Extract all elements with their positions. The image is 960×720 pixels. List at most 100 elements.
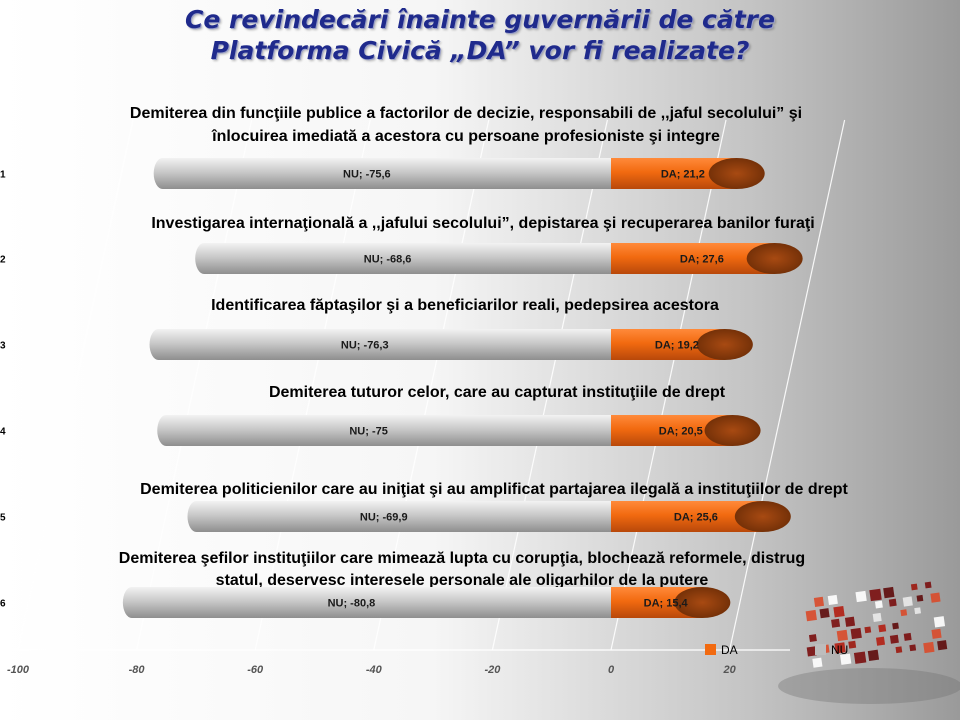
logo-tile bbox=[874, 600, 883, 609]
legend-swatch-da bbox=[705, 644, 716, 655]
bar-nu bbox=[187, 501, 612, 532]
bar-nu bbox=[122, 587, 611, 618]
logo-tile bbox=[827, 594, 838, 606]
category-label: 4 bbox=[0, 427, 6, 438]
question-text: Identificarea făptaşilor şi a beneficiar… bbox=[211, 297, 719, 314]
legend-label-da: DA bbox=[721, 643, 738, 657]
logo-tile bbox=[819, 608, 830, 619]
bar-cap bbox=[746, 243, 803, 274]
question-text: Demiterea şefilor instituţiilor care mim… bbox=[119, 550, 805, 567]
question-text: Investigarea internaţională a ,,jafului … bbox=[151, 215, 814, 232]
bar-da bbox=[611, 243, 775, 274]
logo-tile bbox=[900, 609, 908, 617]
question-text: statul, deservesc interesele personale a… bbox=[216, 572, 709, 589]
logo-tile bbox=[931, 628, 942, 639]
logo-tile bbox=[923, 641, 935, 654]
bar-group-5: Demiterea politicienilor care au iniţiat… bbox=[0, 481, 849, 532]
logo-tile bbox=[864, 626, 872, 634]
gridline bbox=[136, 119, 253, 651]
logo-tile bbox=[910, 583, 918, 591]
gridline bbox=[491, 119, 608, 651]
category-label: 1 bbox=[0, 170, 6, 181]
question-text: înlocuirea imediată a acestora cu persoa… bbox=[211, 128, 720, 145]
logo-tile bbox=[883, 586, 895, 599]
logo-tile bbox=[889, 634, 899, 644]
logo-tile bbox=[831, 618, 841, 628]
category-label: 6 bbox=[0, 599, 6, 610]
logo-tile bbox=[853, 651, 867, 664]
tick-label: -40 bbox=[366, 664, 383, 676]
logo-tile bbox=[924, 581, 932, 589]
tick-label: 0 bbox=[608, 664, 615, 676]
logo-tile bbox=[937, 640, 948, 651]
logo-tile bbox=[875, 636, 886, 646]
logo-tile bbox=[855, 590, 867, 603]
question-text: Demiterea politicienilor care au iniţiat… bbox=[140, 481, 848, 498]
tick-label: -20 bbox=[484, 664, 501, 676]
gridline bbox=[254, 119, 371, 651]
bar-da bbox=[611, 329, 725, 360]
tick-label: 20 bbox=[722, 664, 736, 676]
data-label-da: DA; 20,5 bbox=[659, 426, 703, 438]
data-label-nu: NU; -68,6 bbox=[364, 254, 412, 266]
data-label-da: DA; 15,4 bbox=[644, 598, 689, 610]
legend-swatch-nu bbox=[815, 644, 826, 655]
data-label-nu: NU; -75,6 bbox=[343, 169, 391, 181]
logo-tile bbox=[867, 649, 880, 661]
logo-tile bbox=[930, 592, 941, 603]
logo-tile bbox=[933, 616, 946, 628]
bar-nu bbox=[195, 243, 611, 274]
bar-da bbox=[611, 158, 737, 189]
slide-title: Ce revindecări înainte guvernării de căt… bbox=[150, 4, 810, 66]
bar-cap bbox=[734, 501, 791, 532]
bar-group-1: Demiterea din funcţiile publice a factor… bbox=[0, 105, 802, 189]
logo-tile bbox=[812, 657, 823, 668]
logo-tile bbox=[872, 612, 882, 622]
logo-mosaic bbox=[805, 581, 948, 668]
logo-tile bbox=[844, 616, 856, 627]
logo-tile bbox=[892, 622, 899, 630]
logo-tile bbox=[836, 629, 848, 642]
data-label-da: DA; 27,6 bbox=[680, 254, 724, 266]
logo-tile bbox=[833, 606, 845, 618]
data-label-nu: NU; -69,9 bbox=[360, 512, 408, 524]
logo-tile bbox=[888, 598, 897, 607]
logo-tile bbox=[869, 588, 882, 602]
logo-tile bbox=[813, 596, 825, 607]
category-label: 5 bbox=[0, 513, 6, 524]
bar-group-3: Identificarea făptaşilor şi a beneficiar… bbox=[0, 297, 753, 360]
category-label: 2 bbox=[0, 255, 6, 266]
tick-label: -60 bbox=[247, 664, 264, 676]
bar-group-4: Demiterea tuturor celor, care au captura… bbox=[0, 384, 761, 446]
logo-tile bbox=[903, 632, 912, 641]
category-label: 3 bbox=[0, 341, 6, 352]
data-label-nu: NU; -80,8 bbox=[328, 598, 376, 610]
logo-tile bbox=[850, 627, 862, 640]
bar-group-6: Demiterea şefilor instituţiilor care mim… bbox=[0, 550, 805, 618]
title-line-1: Ce revindecări înainte guvernării de căt… bbox=[185, 5, 775, 34]
logo-tile bbox=[909, 644, 917, 652]
data-label-nu: NU; -76,3 bbox=[341, 340, 389, 352]
logo-tile bbox=[808, 634, 817, 643]
logo-tile bbox=[916, 594, 924, 602]
bar-da bbox=[611, 415, 733, 446]
bar-da bbox=[611, 501, 763, 532]
logo-tile bbox=[848, 640, 857, 649]
data-label-nu: NU; -75 bbox=[349, 426, 388, 438]
bar-nu bbox=[149, 329, 611, 360]
tick-label: -80 bbox=[129, 664, 146, 676]
data-label-da: DA; 21,2 bbox=[661, 169, 705, 181]
data-label-da: DA; 25,6 bbox=[674, 512, 718, 524]
logo-tile bbox=[895, 646, 903, 654]
logo-tile bbox=[805, 609, 817, 622]
gridline bbox=[373, 119, 490, 651]
logo-tile bbox=[840, 653, 852, 665]
question-text: Demiterea din funcţiile publice a factor… bbox=[130, 105, 802, 122]
gridline bbox=[729, 119, 846, 651]
bar-cap bbox=[708, 158, 765, 189]
logo-tile bbox=[914, 607, 922, 615]
bar-cap bbox=[674, 587, 731, 618]
data-label-da: DA; 19,2 bbox=[655, 340, 699, 352]
question-text: Demiterea tuturor celor, care au captura… bbox=[269, 384, 726, 401]
